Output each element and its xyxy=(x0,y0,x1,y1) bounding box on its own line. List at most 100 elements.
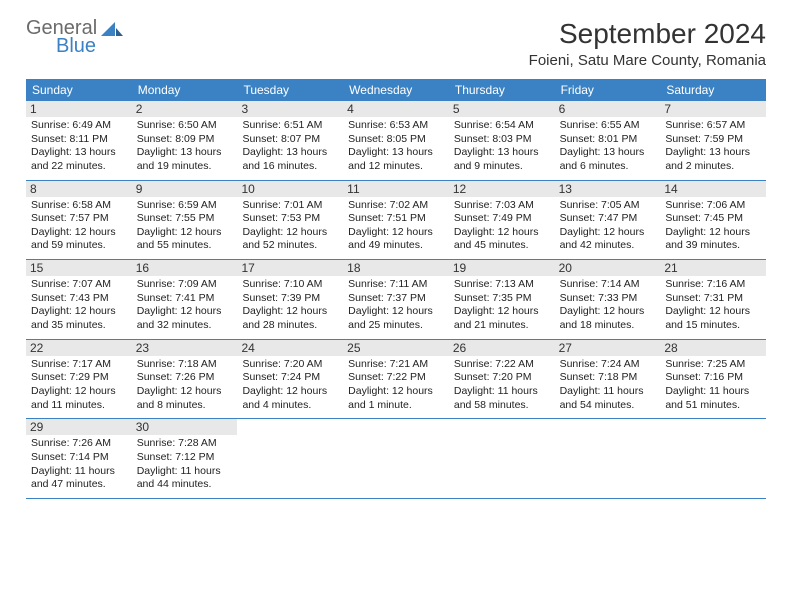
day-details: Sunrise: 7:06 AMSunset: 7:45 PMDaylight:… xyxy=(665,199,761,254)
day-number: 16 xyxy=(132,260,238,276)
day-details: Sunrise: 6:59 AMSunset: 7:55 PMDaylight:… xyxy=(137,199,233,254)
day-cell: 12 Sunrise: 7:03 AMSunset: 7:49 PMDayligh… xyxy=(449,181,555,260)
day-cell: 8 Sunrise: 6:58 AMSunset: 7:57 PMDaylight… xyxy=(26,181,132,260)
day-number: 28 xyxy=(660,340,766,356)
day-details: Sunrise: 7:22 AMSunset: 7:20 PMDaylight:… xyxy=(454,358,550,413)
day-details: Sunrise: 7:09 AMSunset: 7:41 PMDaylight:… xyxy=(137,278,233,333)
day-cell: 27Sunrise: 7:24 AMSunset: 7:18 PMDayligh… xyxy=(555,340,661,419)
day-number: 27 xyxy=(555,340,661,356)
title-block: September 2024 Foieni, Satu Mare County,… xyxy=(529,18,766,69)
day-header-thu: Thursday xyxy=(449,79,555,101)
weeks-container: 1 Sunrise: 6:49 AMSunset: 8:11 PMDaylight… xyxy=(26,101,766,499)
day-cell xyxy=(449,419,555,498)
day-details: Sunrise: 7:18 AMSunset: 7:26 PMDaylight:… xyxy=(137,358,233,413)
day-number: 3 xyxy=(237,101,343,117)
day-cell: 15 Sunrise: 7:07 AMSunset: 7:43 PMDayligh… xyxy=(26,260,132,339)
day-number: 26 xyxy=(449,340,555,356)
day-number: 1 xyxy=(26,101,132,117)
day-number: 5 xyxy=(449,101,555,117)
day-cell: 23 Sunrise: 7:18 AMSunset: 7:26 PMDayligh… xyxy=(132,340,238,419)
logo-text: General Blue xyxy=(26,18,97,56)
logo-word2: Blue xyxy=(56,36,97,56)
day-cell: 28Sunrise: 7:25 AMSunset: 7:16 PMDayligh… xyxy=(660,340,766,419)
day-details: Sunrise: 7:11 AMSunset: 7:37 PMDaylight:… xyxy=(348,278,444,333)
day-cell: 3 Sunrise: 6:51 AMSunset: 8:07 PMDaylight… xyxy=(237,101,343,180)
day-details: Sunrise: 7:14 AMSunset: 7:33 PMDaylight:… xyxy=(560,278,656,333)
day-cell: 17 Sunrise: 7:10 AMSunset: 7:39 PMDayligh… xyxy=(237,260,343,339)
day-cell: 21Sunrise: 7:16 AMSunset: 7:31 PMDayligh… xyxy=(660,260,766,339)
day-cell: 5 Sunrise: 6:54 AMSunset: 8:03 PMDaylight… xyxy=(449,101,555,180)
day-number: 15 xyxy=(26,260,132,276)
week-row: 29 Sunrise: 7:26 AMSunset: 7:14 PMDayligh… xyxy=(26,419,766,499)
day-number: 12 xyxy=(449,181,555,197)
day-details: Sunrise: 7:26 AMSunset: 7:14 PMDaylight:… xyxy=(31,437,127,492)
day-cell: 11Sunrise: 7:02 AMSunset: 7:51 PMDayligh… xyxy=(343,181,449,260)
day-header-fri: Friday xyxy=(555,79,661,101)
day-cell xyxy=(555,419,661,498)
day-number: 30 xyxy=(132,419,238,435)
day-header-mon: Monday xyxy=(132,79,238,101)
day-details: Sunrise: 7:05 AMSunset: 7:47 PMDaylight:… xyxy=(560,199,656,254)
day-cell xyxy=(343,419,449,498)
day-number: 14 xyxy=(660,181,766,197)
day-header-sat: Saturday xyxy=(660,79,766,101)
day-details: Sunrise: 7:20 AMSunset: 7:24 PMDaylight:… xyxy=(242,358,338,413)
day-header-row: Sunday Monday Tuesday Wednesday Thursday… xyxy=(26,79,766,101)
week-row: 1 Sunrise: 6:49 AMSunset: 8:11 PMDaylight… xyxy=(26,101,766,181)
day-number: 20 xyxy=(555,260,661,276)
day-cell: 20 Sunrise: 7:14 AMSunset: 7:33 PMDayligh… xyxy=(555,260,661,339)
location-text: Foieni, Satu Mare County, Romania xyxy=(529,52,766,69)
day-number: 2 xyxy=(132,101,238,117)
logo-triangle-icon xyxy=(101,20,123,38)
day-details: Sunrise: 7:21 AMSunset: 7:22 PMDaylight:… xyxy=(348,358,444,413)
day-number: 10 xyxy=(237,181,343,197)
day-cell xyxy=(660,419,766,498)
week-row: 15 Sunrise: 7:07 AMSunset: 7:43 PMDayligh… xyxy=(26,260,766,340)
day-details: Sunrise: 7:01 AMSunset: 7:53 PMDaylight:… xyxy=(242,199,338,254)
day-details: Sunrise: 6:50 AMSunset: 8:09 PMDaylight:… xyxy=(137,119,233,174)
day-cell: 22Sunrise: 7:17 AMSunset: 7:29 PMDayligh… xyxy=(26,340,132,419)
day-number: 18 xyxy=(343,260,449,276)
day-details: Sunrise: 6:53 AMSunset: 8:05 PMDaylight:… xyxy=(348,119,444,174)
day-details: Sunrise: 7:10 AMSunset: 7:39 PMDaylight:… xyxy=(242,278,338,333)
day-cell: 6Sunrise: 6:55 AMSunset: 8:01 PMDaylight… xyxy=(555,101,661,180)
day-header-tue: Tuesday xyxy=(237,79,343,101)
day-number: 6 xyxy=(555,101,661,117)
day-number: 4 xyxy=(343,101,449,117)
day-details: Sunrise: 6:51 AMSunset: 8:07 PMDaylight:… xyxy=(242,119,338,174)
day-details: Sunrise: 7:17 AMSunset: 7:29 PMDaylight:… xyxy=(31,358,127,413)
day-cell: 19Sunrise: 7:13 AMSunset: 7:35 PMDayligh… xyxy=(449,260,555,339)
day-cell: 7 Sunrise: 6:57 AMSunset: 7:59 PMDaylight… xyxy=(660,101,766,180)
day-number: 9 xyxy=(132,181,238,197)
day-cell: 2 Sunrise: 6:50 AMSunset: 8:09 PMDaylight… xyxy=(132,101,238,180)
day-number: 25 xyxy=(343,340,449,356)
day-details: Sunrise: 7:28 AMSunset: 7:12 PMDaylight:… xyxy=(137,437,233,492)
day-details: Sunrise: 6:58 AMSunset: 7:57 PMDaylight:… xyxy=(31,199,127,254)
day-number: 29 xyxy=(26,419,132,435)
day-details: Sunrise: 7:02 AMSunset: 7:51 PMDaylight:… xyxy=(348,199,444,254)
day-header-wed: Wednesday xyxy=(343,79,449,101)
day-details: Sunrise: 6:54 AMSunset: 8:03 PMDaylight:… xyxy=(454,119,550,174)
week-row: 22Sunrise: 7:17 AMSunset: 7:29 PMDayligh… xyxy=(26,340,766,420)
day-cell: 1 Sunrise: 6:49 AMSunset: 8:11 PMDaylight… xyxy=(26,101,132,180)
day-number: 8 xyxy=(26,181,132,197)
month-title: September 2024 xyxy=(529,18,766,50)
day-cell xyxy=(237,419,343,498)
day-cell: 29 Sunrise: 7:26 AMSunset: 7:14 PMDayligh… xyxy=(26,419,132,498)
calendar: Sunday Monday Tuesday Wednesday Thursday… xyxy=(26,79,766,499)
day-number: 23 xyxy=(132,340,238,356)
day-number: 13 xyxy=(555,181,661,197)
day-number: 19 xyxy=(449,260,555,276)
day-cell: 14 Sunrise: 7:06 AMSunset: 7:45 PMDayligh… xyxy=(660,181,766,260)
day-header-sun: Sunday xyxy=(26,79,132,101)
day-number: 21 xyxy=(660,260,766,276)
day-details: Sunrise: 7:03 AMSunset: 7:49 PMDaylight:… xyxy=(454,199,550,254)
day-number: 7 xyxy=(660,101,766,117)
day-details: Sunrise: 6:49 AMSunset: 8:11 PMDaylight:… xyxy=(31,119,127,174)
day-details: Sunrise: 6:57 AMSunset: 7:59 PMDaylight:… xyxy=(665,119,761,174)
day-cell: 16 Sunrise: 7:09 AMSunset: 7:41 PMDayligh… xyxy=(132,260,238,339)
header: General Blue September 2024 Foieni, Satu… xyxy=(26,18,766,69)
day-number: 17 xyxy=(237,260,343,276)
day-details: Sunrise: 7:07 AMSunset: 7:43 PMDaylight:… xyxy=(31,278,127,333)
day-cell: 30 Sunrise: 7:28 AMSunset: 7:12 PMDayligh… xyxy=(132,419,238,498)
